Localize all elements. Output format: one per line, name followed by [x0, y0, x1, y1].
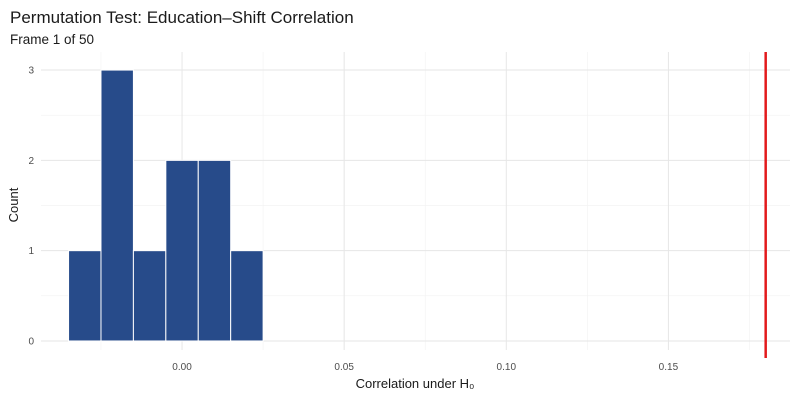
chart-title: Permutation Test: Education–Shift Correl…	[10, 8, 354, 27]
y-axis-ticks: 0 1 2 3	[28, 66, 34, 348]
x-tick-label: 0.15	[659, 362, 679, 373]
y-tick-label: 0	[28, 336, 34, 347]
histogram-bar-2	[100, 69, 134, 342]
y-tick-label: 2	[28, 156, 34, 167]
chart-subtitle: Frame 1 of 50	[10, 32, 94, 47]
x-axis-label: Correlation under H₀	[356, 376, 475, 391]
histogram-bar-1	[68, 250, 102, 342]
y-tick-label: 1	[28, 246, 34, 257]
x-tick-label: 0.10	[497, 362, 517, 373]
histogram-bar-5	[197, 159, 232, 342]
x-axis-ticks: 0.00 0.05 0.10 0.15	[172, 362, 678, 373]
histogram-bars	[68, 69, 264, 342]
histogram-bar-3	[132, 250, 167, 342]
y-tick-label: 3	[28, 66, 34, 77]
histogram-bar-6	[230, 250, 264, 342]
x-tick-label: 0.00	[172, 362, 192, 373]
x-tick-label: 0.05	[334, 362, 354, 373]
y-axis-label: Count	[6, 187, 21, 222]
histogram-bar-4	[165, 159, 199, 342]
